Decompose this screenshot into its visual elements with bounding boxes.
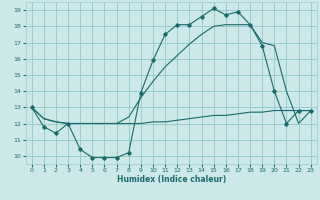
X-axis label: Humidex (Indice chaleur): Humidex (Indice chaleur) [116,175,226,184]
